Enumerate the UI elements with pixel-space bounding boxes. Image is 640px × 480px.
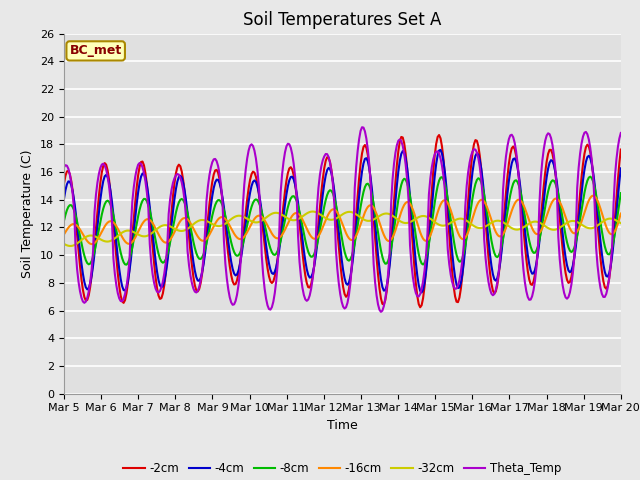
-4cm xyxy=(60,196,68,202)
-16cm xyxy=(98,229,106,235)
-32cm xyxy=(81,235,88,241)
-8cm xyxy=(97,218,104,224)
Line: -32cm: -32cm xyxy=(64,212,621,246)
-16cm xyxy=(616,216,623,222)
Line: -8cm: -8cm xyxy=(64,177,621,264)
-4cm xyxy=(346,274,354,280)
-16cm xyxy=(79,231,87,237)
Theta_Temp xyxy=(377,309,385,315)
-8cm xyxy=(123,262,131,267)
Text: BC_met: BC_met xyxy=(70,44,122,58)
-32cm xyxy=(617,220,625,226)
-8cm xyxy=(458,256,466,262)
Theta_Temp xyxy=(617,130,625,136)
-8cm xyxy=(617,190,625,196)
Legend: -2cm, -4cm, -8cm, -16cm, -32cm, Theta_Temp: -2cm, -4cm, -8cm, -16cm, -32cm, Theta_Te… xyxy=(118,457,566,480)
Y-axis label: Soil Temperature (C): Soil Temperature (C) xyxy=(22,149,35,278)
-32cm xyxy=(60,241,68,247)
-32cm xyxy=(308,209,316,215)
-4cm xyxy=(418,289,426,295)
-4cm xyxy=(79,271,87,276)
Theta_Temp xyxy=(543,132,550,138)
-16cm xyxy=(617,211,625,216)
-8cm xyxy=(616,200,623,206)
Line: Theta_Temp: Theta_Temp xyxy=(64,127,621,312)
-2cm xyxy=(617,147,625,153)
-32cm xyxy=(460,216,468,222)
-32cm xyxy=(66,243,74,249)
-2cm xyxy=(79,287,87,293)
-16cm xyxy=(348,237,356,243)
Line: -2cm: -2cm xyxy=(64,135,621,307)
Line: -16cm: -16cm xyxy=(64,196,621,244)
-4cm xyxy=(436,147,444,153)
-2cm xyxy=(616,160,623,166)
Theta_Temp xyxy=(346,280,354,286)
-8cm xyxy=(586,174,594,180)
X-axis label: Time: Time xyxy=(327,419,358,432)
-16cm xyxy=(458,236,466,242)
Line: -4cm: -4cm xyxy=(64,150,621,292)
-8cm xyxy=(60,218,68,224)
-8cm xyxy=(79,247,87,252)
-32cm xyxy=(543,224,550,230)
-2cm xyxy=(460,256,468,262)
Theta_Temp xyxy=(79,299,87,304)
-16cm xyxy=(88,241,95,247)
-16cm xyxy=(60,231,68,237)
-4cm xyxy=(616,179,623,185)
Theta_Temp xyxy=(358,124,366,130)
Theta_Temp xyxy=(460,242,468,248)
-4cm xyxy=(460,260,468,265)
-4cm xyxy=(543,174,550,180)
-4cm xyxy=(617,166,625,171)
Theta_Temp xyxy=(97,165,104,171)
-2cm xyxy=(435,132,443,138)
-8cm xyxy=(348,253,356,259)
Theta_Temp xyxy=(616,135,623,141)
-2cm xyxy=(543,159,550,165)
-32cm xyxy=(616,219,623,225)
-32cm xyxy=(98,237,106,243)
-2cm xyxy=(346,276,354,282)
-8cm xyxy=(541,204,549,210)
-4cm xyxy=(97,197,104,203)
-16cm xyxy=(589,193,597,199)
Title: Soil Temperatures Set A: Soil Temperatures Set A xyxy=(243,11,442,29)
-16cm xyxy=(541,217,549,223)
Theta_Temp xyxy=(60,164,68,170)
-2cm xyxy=(417,304,424,310)
-2cm xyxy=(60,180,68,186)
-2cm xyxy=(97,180,104,186)
-32cm xyxy=(349,210,357,216)
